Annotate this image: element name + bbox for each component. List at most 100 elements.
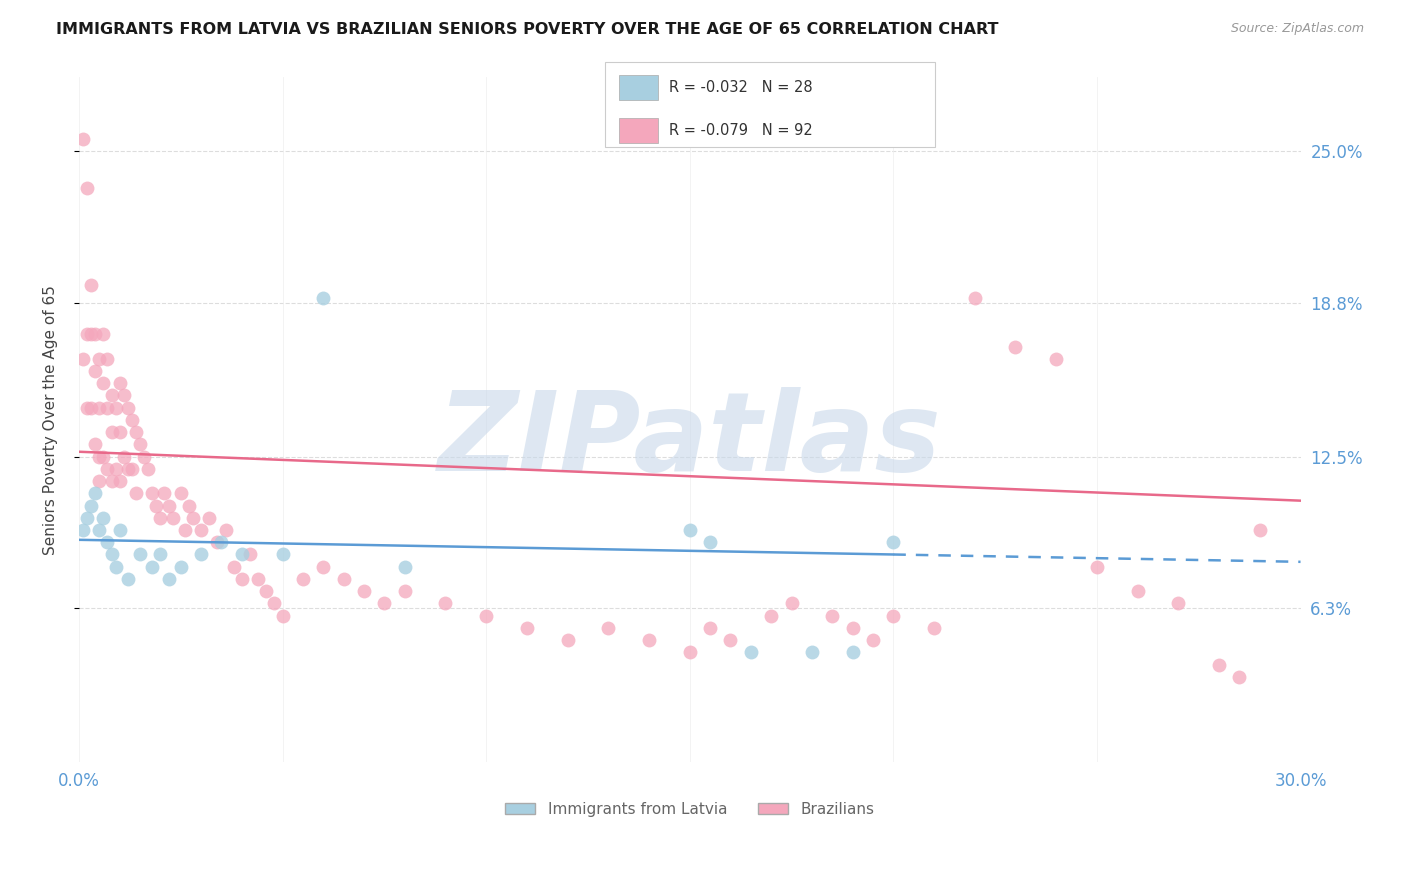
Point xyxy=(72,131,94,145)
Point xyxy=(1167,596,1189,610)
Point xyxy=(181,510,204,524)
Point xyxy=(162,510,184,524)
Point xyxy=(699,535,721,549)
Point xyxy=(332,572,354,586)
Point xyxy=(89,351,111,366)
Point xyxy=(100,548,122,562)
Point xyxy=(104,401,127,415)
Point xyxy=(76,401,98,415)
Point xyxy=(198,510,221,524)
Point xyxy=(121,462,143,476)
Point xyxy=(373,596,395,610)
Point xyxy=(89,523,111,537)
Point xyxy=(312,559,335,574)
Point xyxy=(190,523,212,537)
Point xyxy=(231,548,253,562)
Point xyxy=(117,462,139,476)
Point xyxy=(129,437,152,451)
Point xyxy=(1085,559,1108,574)
Y-axis label: Seniors Poverty Over the Age of 65: Seniors Poverty Over the Age of 65 xyxy=(44,285,58,555)
Point xyxy=(145,499,167,513)
Point xyxy=(821,608,844,623)
Point xyxy=(141,559,163,574)
Point xyxy=(108,425,131,439)
Point xyxy=(1045,351,1067,366)
Point xyxy=(108,376,131,391)
Point xyxy=(93,376,115,391)
Point xyxy=(353,584,375,599)
Point xyxy=(93,510,115,524)
Point xyxy=(80,499,103,513)
Point xyxy=(475,608,498,623)
Point xyxy=(557,633,579,648)
Point xyxy=(149,510,172,524)
Point xyxy=(841,621,863,635)
Point xyxy=(1126,584,1149,599)
Point xyxy=(108,523,131,537)
Point xyxy=(141,486,163,500)
Point xyxy=(149,548,172,562)
Point xyxy=(125,425,148,439)
Text: R = -0.079   N = 92: R = -0.079 N = 92 xyxy=(669,122,813,137)
Point xyxy=(720,633,742,648)
Point xyxy=(108,474,131,488)
Point xyxy=(117,572,139,586)
Point xyxy=(104,559,127,574)
Point xyxy=(759,608,782,623)
Point xyxy=(125,486,148,500)
Point xyxy=(312,291,335,305)
Point xyxy=(157,572,180,586)
Point xyxy=(638,633,661,648)
Point xyxy=(80,401,103,415)
Point xyxy=(96,535,118,549)
Point xyxy=(80,278,103,293)
Point xyxy=(76,327,98,342)
Point xyxy=(434,596,457,610)
Point xyxy=(598,621,620,635)
Point xyxy=(136,462,159,476)
Point xyxy=(170,486,193,500)
Point xyxy=(96,401,118,415)
Point xyxy=(76,180,98,194)
Text: ZIPatlas: ZIPatlas xyxy=(437,387,942,494)
Point xyxy=(679,523,702,537)
Point xyxy=(84,364,107,378)
Point xyxy=(89,474,111,488)
Point xyxy=(699,621,721,635)
Point xyxy=(173,523,195,537)
Point xyxy=(800,645,823,659)
Point xyxy=(84,486,107,500)
Point xyxy=(76,510,98,524)
Point xyxy=(80,327,103,342)
Text: Source: ZipAtlas.com: Source: ZipAtlas.com xyxy=(1230,22,1364,36)
Point xyxy=(211,535,233,549)
Point xyxy=(222,559,245,574)
Point xyxy=(89,450,111,464)
Point xyxy=(1229,670,1251,684)
Point xyxy=(1208,657,1230,672)
Point xyxy=(882,608,904,623)
Point xyxy=(239,548,262,562)
Point xyxy=(922,621,945,635)
Point xyxy=(394,559,416,574)
Point xyxy=(177,499,200,513)
Point xyxy=(132,450,155,464)
Point xyxy=(84,437,107,451)
Point xyxy=(207,535,229,549)
Point xyxy=(129,548,152,562)
Point xyxy=(862,633,884,648)
Point xyxy=(170,559,193,574)
Point xyxy=(104,462,127,476)
Point xyxy=(291,572,314,586)
Point xyxy=(100,474,122,488)
Point xyxy=(117,401,139,415)
Point xyxy=(516,621,538,635)
Point xyxy=(263,596,285,610)
Point xyxy=(780,596,803,610)
Point xyxy=(841,645,863,659)
Point xyxy=(882,535,904,549)
Point xyxy=(214,523,236,537)
Point xyxy=(1249,523,1271,537)
Point xyxy=(121,413,143,427)
Point xyxy=(93,450,115,464)
